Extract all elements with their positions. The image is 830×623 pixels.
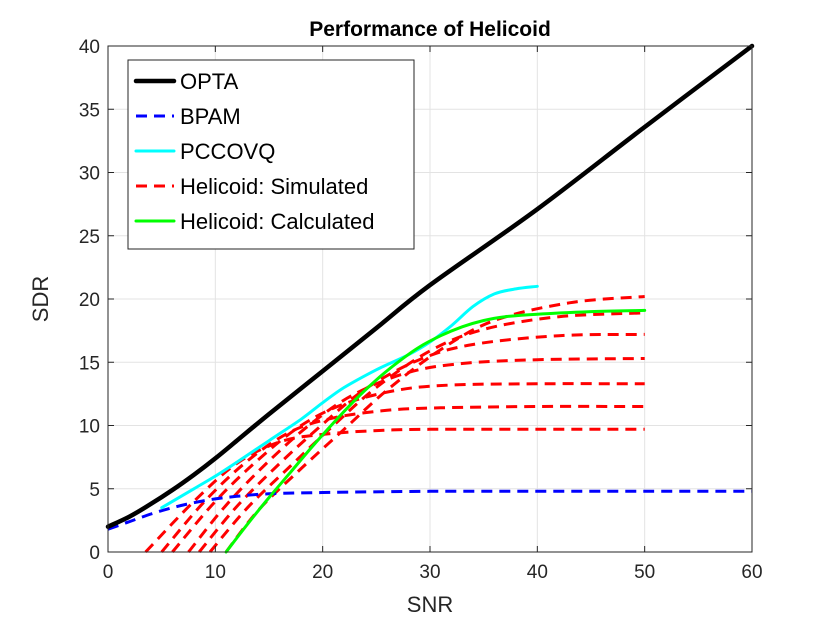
legend-box xyxy=(127,59,415,250)
series-pccovq-line xyxy=(160,284,539,510)
x-tick-label: 60 xyxy=(741,562,762,583)
y-tick-label: 15 xyxy=(79,353,100,374)
legend-label-opta: OPTA xyxy=(180,69,239,94)
grid xyxy=(107,45,753,553)
legend-label-pccovq: PCCOVQ xyxy=(180,139,275,164)
x-tick-label: 0 xyxy=(103,562,114,583)
series-bpam-line xyxy=(107,489,752,531)
legend-label-bpam: BPAM xyxy=(180,104,241,129)
y-tick-label: 5 xyxy=(89,480,100,501)
x-axis-label: SNR xyxy=(407,592,453,617)
series-helicoid-simulated-curve-4 xyxy=(187,357,645,553)
series-helicoid-simulated-curve-6 xyxy=(208,311,645,553)
x-tick-label: 50 xyxy=(634,562,655,583)
y-axis-label: SDR xyxy=(28,276,53,322)
series-helicoid-calculated-line xyxy=(224,308,647,554)
y-tick-label: 30 xyxy=(79,164,100,185)
legend-label-helicoid-calculated: Helicoid: Calculated xyxy=(180,209,374,234)
y-tick-label: 20 xyxy=(79,290,100,311)
y-tick-label: 35 xyxy=(79,100,100,121)
y-tick-label: 40 xyxy=(79,37,100,58)
y-tick-label: 25 xyxy=(79,227,100,248)
chart-title: Performance of Helicoid xyxy=(309,18,551,41)
x-tick-label: 30 xyxy=(419,562,440,583)
axis-ticks: 0 10 20 30 40 50 60 0 5 10 15 20 25 30 35 40 xyxy=(79,37,763,583)
x-tick-label: 20 xyxy=(312,562,333,583)
legend-label-helicoid-simulated: Helicoid: Simulated xyxy=(180,174,368,199)
legend: OPTA BPAM PCCOVQ Helicoid: Simulated Helicoi… xyxy=(127,59,415,250)
series-layer xyxy=(105,43,755,554)
x-tick-label: 40 xyxy=(527,562,548,583)
series-opta-line xyxy=(105,43,755,529)
y-tick-label: 10 xyxy=(79,417,100,438)
series-helicoid-simulated-curve-3 xyxy=(171,382,645,553)
y-tick-label: 0 xyxy=(89,543,100,564)
series-helicoid-simulated-curve-2 xyxy=(160,404,645,553)
x-tick-label: 10 xyxy=(205,562,226,583)
